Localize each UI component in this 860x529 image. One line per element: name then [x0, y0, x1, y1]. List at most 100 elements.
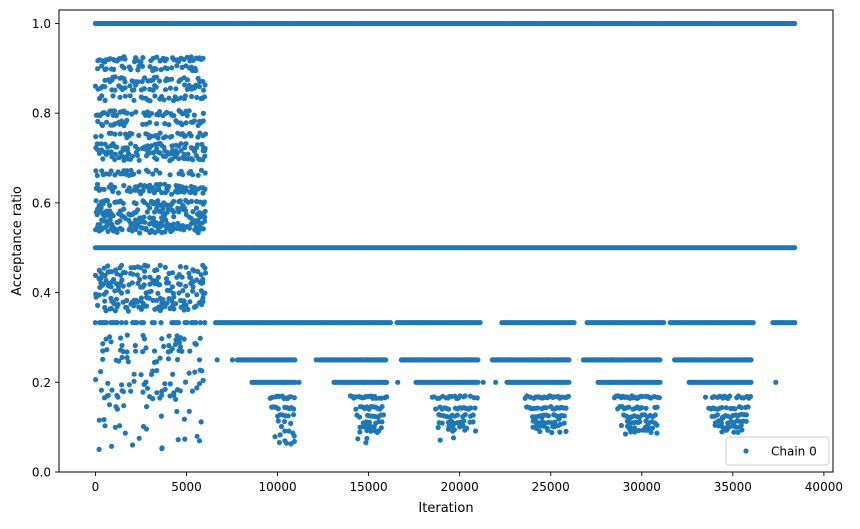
data-point	[112, 156, 118, 163]
data-point	[124, 349, 130, 355]
data-point	[133, 82, 139, 88]
x-tick-label: 15000	[350, 480, 388, 494]
data-point	[395, 379, 401, 385]
data-point	[470, 412, 476, 418]
data-point	[93, 198, 99, 204]
legend-marker	[743, 448, 749, 454]
data-point	[197, 226, 203, 232]
data-point	[103, 308, 109, 314]
data-point	[176, 156, 182, 162]
data-point	[114, 229, 120, 235]
data-point	[131, 171, 137, 177]
data-point	[618, 422, 625, 429]
data-point	[733, 424, 739, 430]
data-point	[163, 276, 170, 282]
data-point	[98, 275, 104, 281]
data-point	[144, 404, 150, 410]
data-point	[100, 341, 106, 347]
data-point	[183, 120, 189, 126]
data-point	[189, 198, 195, 204]
data-point	[157, 130, 163, 136]
data-point	[196, 84, 202, 90]
data-point	[194, 94, 200, 100]
data-point	[115, 190, 122, 196]
data-point	[366, 419, 373, 425]
data-point	[136, 132, 142, 138]
data-point	[119, 354, 125, 360]
data-point	[545, 413, 552, 419]
data-point	[147, 274, 153, 280]
data-point	[792, 245, 798, 251]
data-point	[122, 85, 128, 91]
data-point	[539, 414, 545, 421]
data-point	[141, 214, 147, 220]
data-point	[556, 416, 562, 422]
data-point	[190, 157, 196, 163]
data-point	[104, 119, 110, 125]
x-tick-label: 40000	[805, 480, 843, 494]
data-point	[166, 183, 172, 189]
data-point	[92, 320, 98, 326]
data-point	[175, 437, 181, 443]
data-point	[133, 109, 139, 115]
data-point	[167, 381, 173, 387]
x-axis-label: Iteration	[418, 501, 473, 516]
data-point	[732, 406, 738, 412]
data-point	[93, 294, 99, 300]
data-point	[720, 415, 726, 421]
data-point	[731, 429, 737, 435]
data-point	[126, 382, 132, 388]
data-point	[202, 170, 208, 176]
data-point	[384, 394, 390, 400]
data-point	[104, 223, 110, 229]
data-point	[189, 93, 195, 100]
data-point	[128, 167, 134, 173]
data-point	[493, 379, 499, 385]
data-point	[134, 222, 140, 228]
data-point	[557, 421, 563, 427]
data-point	[162, 212, 168, 218]
data-point	[202, 270, 209, 276]
data-point	[190, 284, 196, 290]
data-point	[792, 320, 798, 326]
data-point	[357, 429, 363, 435]
data-point	[166, 333, 172, 339]
data-point	[93, 134, 99, 140]
data-point	[93, 168, 99, 174]
data-point	[137, 230, 143, 236]
data-point	[451, 427, 457, 433]
data-point	[127, 83, 133, 89]
data-point	[198, 167, 204, 173]
data-point	[291, 438, 297, 444]
data-point	[379, 419, 385, 425]
data-point	[122, 270, 128, 276]
data-point	[130, 271, 136, 277]
data-point	[475, 357, 481, 363]
data-point	[153, 84, 159, 90]
data-point	[200, 295, 206, 301]
data-point	[656, 395, 663, 401]
data-point	[714, 412, 721, 418]
data-point	[120, 147, 126, 153]
data-point	[643, 405, 649, 411]
data-point	[173, 86, 179, 92]
data-point	[275, 418, 281, 424]
data-point	[98, 186, 104, 192]
data-point	[277, 432, 283, 438]
data-point	[184, 292, 191, 298]
y-tick-label: 0.0	[32, 466, 51, 480]
data-point	[185, 151, 191, 157]
data-point	[184, 320, 190, 326]
plot-frame	[58, 9, 834, 473]
data-point	[194, 292, 200, 298]
data-point	[122, 93, 128, 99]
data-point	[134, 152, 141, 158]
data-point	[98, 133, 104, 139]
data-point	[198, 272, 204, 278]
data-point	[561, 413, 567, 419]
data-point	[462, 412, 468, 418]
data-point	[180, 223, 186, 229]
data-point	[108, 339, 114, 345]
data-point	[140, 320, 147, 326]
data-point	[98, 369, 104, 375]
